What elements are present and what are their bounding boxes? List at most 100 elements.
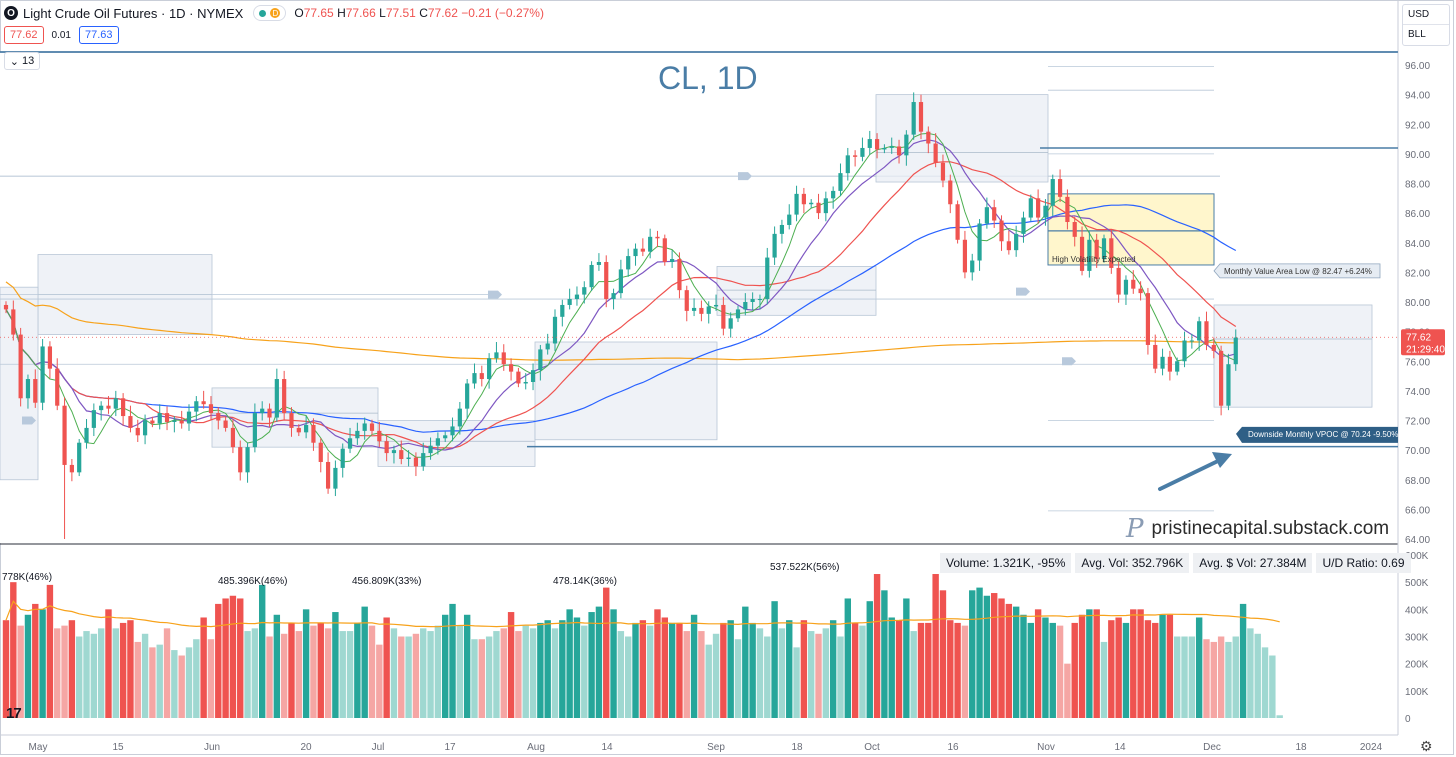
candle-body [984, 207, 989, 224]
settings-gear-icon[interactable]: ⚙ [1420, 738, 1433, 754]
event-flag [22, 416, 36, 425]
tradingview-logo-icon[interactable]: 17 [6, 705, 22, 722]
currency-value[interactable]: USD [1403, 5, 1449, 25]
candle-body [69, 464, 74, 473]
volume-bar [412, 633, 420, 718]
volume-bar [324, 628, 332, 718]
unit-value[interactable]: BLL [1408, 29, 1426, 40]
current-price-value: 77.62 [1406, 332, 1431, 343]
symbol-logo-icon: O [4, 6, 18, 20]
current-price-badge [1401, 329, 1445, 356]
candle-body [164, 413, 170, 422]
volume-bar [632, 622, 639, 718]
volume-pane: 778K(46%) 485.396K(46%) 456.809K(33%) 478.1… [2, 562, 1283, 718]
candle-body [1072, 222, 1077, 237]
candle-body [809, 202, 814, 205]
volume-bar [639, 620, 647, 718]
volume-bar [661, 617, 668, 718]
candle-body [1116, 267, 1121, 295]
indicators-toggle-button[interactable]: ⌄ 13 [4, 52, 40, 70]
candle-body [47, 346, 53, 369]
price-tick-label: 88.00 [1405, 180, 1430, 191]
candle-body [508, 364, 514, 372]
candle-body [435, 438, 440, 446]
avg-dollar-volume-stat: Avg. $ Vol: 27.384M [1193, 553, 1313, 573]
volume-bar [1210, 641, 1217, 718]
ma-200-line [5, 281, 1236, 361]
candle-body [355, 430, 360, 439]
candle-body [1189, 340, 1194, 342]
candle-body [955, 204, 960, 240]
market-status-pill[interactable]: D [253, 5, 287, 21]
volume-bar [434, 625, 442, 718]
volume-bar [288, 622, 295, 718]
candle-body [186, 411, 192, 424]
watermark-logo-icon: P [1126, 514, 1144, 544]
currency-unit-selector[interactable]: USD BLL [1402, 4, 1450, 46]
volume-bar [1071, 622, 1078, 718]
volume-bar [420, 628, 427, 718]
volume-bar [566, 609, 573, 718]
candle-body [684, 290, 689, 311]
candle-body [325, 461, 331, 489]
volume-peak-label: 537.522K(56%) [770, 562, 840, 573]
volume-bar [903, 598, 910, 718]
candle-body [611, 293, 616, 300]
candle-body [618, 269, 623, 294]
volume-bar [756, 628, 764, 718]
time-tick-label: 16 [947, 742, 959, 753]
volume-bar [888, 617, 895, 718]
candle-body [1131, 279, 1136, 289]
volume-bar [1166, 614, 1174, 718]
symbol-title[interactable]: Light Crude Oil Futures · 1D · NYMEX [23, 5, 244, 21]
volume-bar [1276, 715, 1283, 718]
price-tick-label: 76.00 [1405, 357, 1430, 368]
candle-body [670, 259, 675, 263]
candle-body [1109, 238, 1114, 268]
candle-body [1021, 217, 1026, 234]
candle-body [384, 441, 389, 454]
chart-title: CL, 1D [658, 60, 758, 96]
open-label: O [294, 6, 304, 20]
volume-bar [376, 644, 383, 718]
candle-body [911, 102, 916, 135]
time-tick-label: Sep [707, 742, 725, 753]
candle-body [977, 223, 982, 261]
volume-tick-label: 500K [1405, 578, 1429, 589]
candle-body [721, 304, 726, 329]
high-label: H [337, 6, 346, 20]
volume-bar [127, 620, 134, 718]
candle-body [640, 248, 645, 252]
volume-bar [654, 609, 661, 718]
volume-bar [537, 622, 544, 718]
candle-body [1175, 361, 1180, 372]
price-tick-label: 94.00 [1405, 91, 1430, 102]
volume-bar [171, 650, 178, 718]
candle-body [201, 401, 206, 405]
candle-body [472, 373, 477, 384]
candle-body [1138, 288, 1143, 294]
buy-button[interactable]: 77.63 [79, 26, 119, 44]
candle-body [596, 262, 602, 265]
candle-body [18, 334, 23, 399]
volume-bar [1174, 636, 1181, 718]
candle-body [347, 438, 353, 449]
candle-body [223, 420, 228, 428]
candle-body [3, 304, 9, 310]
candle-body [128, 416, 133, 428]
volume-bar [1064, 663, 1071, 718]
volume-tick-label: 400K [1405, 605, 1429, 616]
time-tick-label: 18 [1295, 742, 1307, 753]
volume-bar [1188, 636, 1196, 718]
volume-bar [522, 625, 529, 718]
vpoc-label-box [1236, 426, 1398, 443]
volume-bar [881, 590, 888, 718]
sell-button[interactable]: 77.62 [4, 26, 44, 44]
volume-bar [244, 631, 251, 718]
candle-body [172, 420, 177, 422]
volume-tick-label: 100K [1405, 687, 1429, 698]
volume-bar [1232, 636, 1239, 718]
candle-body [1204, 321, 1209, 345]
volume-bar [1115, 617, 1122, 718]
